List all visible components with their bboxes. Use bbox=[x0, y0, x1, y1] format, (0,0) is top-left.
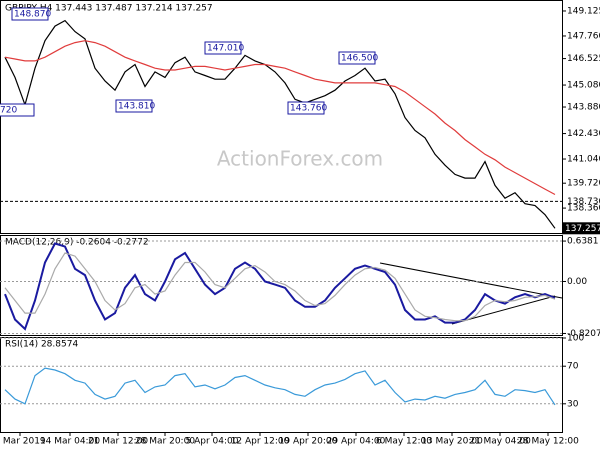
y-tick-label: 147.760 bbox=[567, 31, 600, 41]
annotation: 148.870 bbox=[14, 10, 51, 20]
trendline bbox=[379, 262, 563, 299]
series-line bbox=[4, 252, 556, 322]
x-tick-label: 28 Mar 20:00 bbox=[135, 437, 195, 447]
y-tick-label: 138.360 bbox=[567, 204, 600, 214]
annotation-box bbox=[338, 51, 376, 65]
x-tick-label: 21 Mar 12:00 bbox=[88, 437, 148, 447]
x-tick-label: 29 Apr 04:00 bbox=[327, 437, 386, 447]
annotation: 143.810 bbox=[118, 102, 155, 112]
macd-panel bbox=[0, 235, 563, 336]
annotation-box bbox=[204, 41, 242, 55]
x-tick-label: 13 May 20:00 bbox=[421, 437, 483, 447]
watermark: ActionForex.com bbox=[217, 147, 383, 171]
series-line bbox=[4, 19, 556, 229]
y-tick-label: 70 bbox=[567, 362, 579, 372]
series-line bbox=[4, 367, 556, 406]
x-tick-label: 28 May 12:00 bbox=[517, 437, 579, 447]
y-tick-label: 0.00 bbox=[567, 277, 587, 287]
annotation-box bbox=[287, 101, 325, 115]
annotation: 143.760 bbox=[290, 104, 327, 114]
y-tick-label: 142.430 bbox=[567, 129, 600, 139]
price-panel bbox=[0, 0, 563, 234]
series-line bbox=[4, 40, 556, 196]
macd-title: MACD(12,26,9) -0.2604 -0.2772 bbox=[5, 238, 149, 248]
y-tick-label: 139.720 bbox=[567, 179, 600, 189]
y-tick-label: 0.6381 bbox=[567, 237, 599, 247]
x-tick-label: 6 May 12:00 bbox=[376, 437, 432, 447]
y-tick-label: 30 bbox=[567, 399, 579, 409]
y-tick-label: 145.080 bbox=[567, 81, 600, 91]
price-title: GBPJPY,H4 137.443 137.487 137.214 137.25… bbox=[5, 4, 213, 14]
x-tick-label: 12 Apr 12:00 bbox=[231, 437, 290, 447]
series-line bbox=[4, 242, 556, 331]
x-tick-label: 19 Apr 20:00 bbox=[279, 437, 338, 447]
x-tick-label: 6 Mar 2019 bbox=[0, 437, 46, 447]
y-tick-label: 149.125 bbox=[567, 6, 600, 16]
y-tick-label: 100 bbox=[567, 334, 584, 344]
y-tick-label: 143.880 bbox=[567, 103, 600, 113]
level-label: 138.730 bbox=[567, 197, 600, 207]
annotation: 147.010 bbox=[207, 44, 244, 54]
annotation: 720 bbox=[0, 106, 17, 116]
last-price-box bbox=[562, 222, 600, 235]
x-tick-label: 5 Apr 04:00 bbox=[186, 437, 239, 447]
x-tick-label: 14 Mar 04:00 bbox=[40, 437, 100, 447]
annotation-box bbox=[0, 103, 35, 117]
annotation-box bbox=[115, 99, 153, 113]
y-tick-label: 146.525 bbox=[567, 54, 600, 64]
y-tick-label: 141.040 bbox=[567, 155, 600, 165]
y-tick-label: -0.8207 bbox=[567, 329, 600, 339]
x-tick-label: 21 May 04:00 bbox=[469, 437, 531, 447]
annotation: 146.500 bbox=[341, 54, 378, 64]
annotation-box bbox=[11, 7, 49, 21]
last-price-label: 137.257 bbox=[565, 224, 600, 234]
rsi-title: RSI(14) 28.8574 bbox=[5, 340, 78, 350]
